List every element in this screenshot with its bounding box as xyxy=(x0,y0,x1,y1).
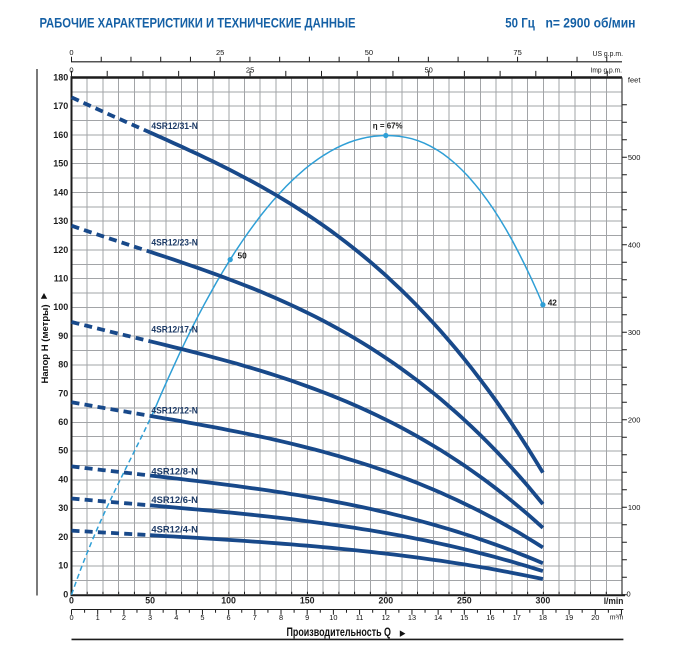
svg-text:400: 400 xyxy=(628,241,641,250)
svg-text:90: 90 xyxy=(58,331,68,341)
svg-text:70: 70 xyxy=(58,388,68,398)
svg-text:9: 9 xyxy=(305,613,309,622)
svg-text:10: 10 xyxy=(58,561,68,571)
svg-text:feet: feet xyxy=(628,76,641,85)
svg-text:170: 170 xyxy=(53,101,68,111)
svg-text:500: 500 xyxy=(628,153,641,162)
svg-text:140: 140 xyxy=(53,187,68,197)
svg-text:11: 11 xyxy=(356,613,364,622)
svg-text:160: 160 xyxy=(53,130,68,140)
svg-text:19: 19 xyxy=(565,613,573,622)
svg-text:100: 100 xyxy=(628,503,641,512)
svg-text:6: 6 xyxy=(227,613,231,622)
svg-text:Производительность Q: Производительность Q xyxy=(287,627,392,639)
svg-text:US g.p.m.: US g.p.m. xyxy=(593,49,624,58)
svg-text:20: 20 xyxy=(591,613,599,622)
svg-text:180: 180 xyxy=(53,73,68,83)
svg-text:4SR12/17-N: 4SR12/17-N xyxy=(151,324,198,335)
svg-text:50: 50 xyxy=(238,251,248,261)
svg-text:200: 200 xyxy=(378,596,393,606)
svg-text:25: 25 xyxy=(216,48,224,57)
svg-text:4SR12/8-N: 4SR12/8-N xyxy=(151,465,198,476)
svg-text:m³/h: m³/h xyxy=(610,613,624,622)
svg-text:120: 120 xyxy=(53,245,68,255)
svg-text:n= 2900 об/мин: n= 2900 об/мин xyxy=(546,14,636,30)
svg-text:300: 300 xyxy=(628,328,641,337)
svg-text:75: 75 xyxy=(513,48,521,57)
svg-text:14: 14 xyxy=(434,613,442,622)
svg-text:40: 40 xyxy=(58,475,68,485)
svg-text:3: 3 xyxy=(148,613,152,622)
svg-text:0: 0 xyxy=(69,65,73,74)
svg-text:7: 7 xyxy=(253,613,257,622)
svg-text:5: 5 xyxy=(200,613,204,622)
svg-text:300: 300 xyxy=(536,596,551,606)
svg-text:4SR12/31-N: 4SR12/31-N xyxy=(151,120,198,131)
svg-text:130: 130 xyxy=(53,216,68,226)
svg-text:η = 67%: η = 67% xyxy=(373,122,403,131)
svg-text:50 Гц: 50 Гц xyxy=(505,14,535,30)
svg-text:20: 20 xyxy=(58,532,68,542)
svg-text:250: 250 xyxy=(457,596,472,606)
svg-text:4: 4 xyxy=(174,613,178,622)
svg-text:50: 50 xyxy=(145,596,155,606)
svg-text:0: 0 xyxy=(69,596,74,606)
svg-text:100: 100 xyxy=(53,302,68,312)
svg-text:200: 200 xyxy=(628,416,641,425)
svg-text:50: 50 xyxy=(425,65,433,74)
svg-text:0: 0 xyxy=(69,613,73,622)
svg-text:РАБОЧИЕ ХАРАКТЕРИСТИКИ И ТЕХНИ: РАБОЧИЕ ХАРАКТЕРИСТИКИ И ТЕХНИЧЕСКИЕ ДАН… xyxy=(40,14,356,30)
svg-text:0: 0 xyxy=(627,589,631,598)
svg-text:12: 12 xyxy=(382,613,390,622)
svg-text:100: 100 xyxy=(221,596,236,606)
svg-text:60: 60 xyxy=(58,417,68,427)
svg-text:110: 110 xyxy=(54,274,69,284)
svg-text:4SR12/23-N: 4SR12/23-N xyxy=(151,237,198,248)
svg-text:50: 50 xyxy=(365,48,373,57)
svg-text:42: 42 xyxy=(548,298,558,308)
svg-text:80: 80 xyxy=(58,360,68,370)
svg-text:Напор H (метры): Напор H (метры) xyxy=(40,305,51,384)
svg-text:25: 25 xyxy=(246,65,254,74)
svg-text:16: 16 xyxy=(486,613,494,622)
svg-text:150: 150 xyxy=(53,159,68,169)
svg-text:150: 150 xyxy=(300,596,315,606)
svg-text:1: 1 xyxy=(96,613,100,622)
svg-text:4SR12/6-N: 4SR12/6-N xyxy=(151,494,198,505)
svg-text:4SR12/4-N: 4SR12/4-N xyxy=(151,523,198,534)
svg-text:30: 30 xyxy=(58,503,68,513)
svg-text:50: 50 xyxy=(58,446,68,456)
svg-text:Imp g.p.m.: Imp g.p.m. xyxy=(591,65,623,74)
svg-text:13: 13 xyxy=(408,613,416,622)
svg-text:2: 2 xyxy=(122,613,126,622)
svg-text:0: 0 xyxy=(69,48,73,57)
svg-text:17: 17 xyxy=(513,613,521,622)
svg-text:18: 18 xyxy=(539,613,547,622)
svg-text:8: 8 xyxy=(279,613,283,622)
svg-text:0: 0 xyxy=(63,589,68,599)
svg-text:10: 10 xyxy=(329,613,337,622)
svg-text:15: 15 xyxy=(460,613,468,622)
svg-text:4SR12/12-N: 4SR12/12-N xyxy=(151,404,198,415)
svg-text:l/min: l/min xyxy=(604,595,624,606)
